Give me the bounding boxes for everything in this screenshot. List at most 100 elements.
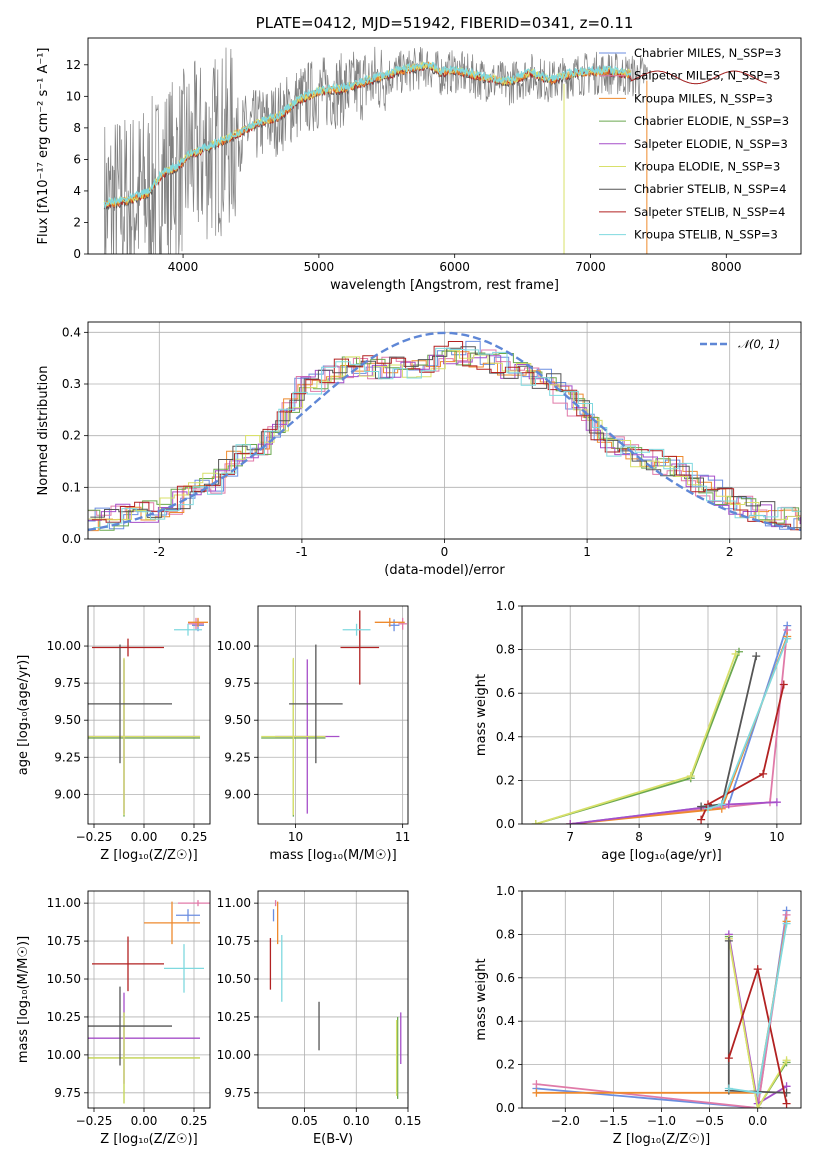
chart-mass_vs_EBV: 0.05 0.10 0.15 9.75 10.00 10.25 10.50 10.75 11.0… xyxy=(217,890,421,1147)
y-axis-label: Normed distribution xyxy=(36,366,51,496)
x-tick-label: 7000 xyxy=(575,260,606,274)
y-tick-label: 0.6 xyxy=(496,971,515,985)
y-tick-label: 0.4 xyxy=(496,730,515,744)
x-tick-label: −2.0 xyxy=(551,1114,580,1128)
weight-marker-salpeter_stelib xyxy=(759,769,768,778)
y-tick-label: 9.00 xyxy=(54,787,81,801)
y-tick-label: 9.25 xyxy=(224,750,251,764)
axes-frame xyxy=(257,605,409,825)
y-tick-label: 0 xyxy=(73,247,81,261)
x-tick-label: −0.25 xyxy=(76,830,113,844)
plot-area xyxy=(531,621,792,824)
histogram-chabrier_elodie xyxy=(88,350,801,531)
y-tick-label: 0.4 xyxy=(496,1014,515,1028)
y-tick-label: 1.0 xyxy=(496,599,515,613)
y-tick-label: 6 xyxy=(73,152,81,166)
y-tick-label: 0.6 xyxy=(496,686,515,700)
x-tick-label: -2 xyxy=(153,545,165,559)
chart-mass_weight_vs_Z: −2.0 −1.5 −1.0 −0.5 0.0 0.0 0.2 0.4 0.6 0.8 1.0 Z [… xyxy=(474,884,802,1147)
legend-label: Chabrier ELODIE, N_SSP=3 xyxy=(634,114,789,128)
y-tick-label: 0.1 xyxy=(62,480,81,494)
y-tick-label: 10.75 xyxy=(47,934,81,948)
x-tick-label: 6000 xyxy=(439,260,470,274)
x-tick-label: 11 xyxy=(395,830,410,844)
x-tick-label: 4000 xyxy=(168,260,199,274)
weight-marker-salpeter_stelib xyxy=(782,1099,791,1108)
axes-frame xyxy=(521,890,802,1109)
y-tick-label: 9.00 xyxy=(224,787,251,801)
y-tick-label: 9.75 xyxy=(224,1086,251,1100)
y-tick-label: 0.8 xyxy=(496,927,515,941)
y-tick-label: 10.00 xyxy=(217,1048,251,1062)
x-axis-label: E(B-V) xyxy=(313,1132,353,1147)
chart-title: PLATE=0412, MJD=51942, FIBERID=0341, z=0… xyxy=(256,14,634,32)
x-tick-label: 10 xyxy=(288,830,303,844)
plot-area xyxy=(103,46,767,254)
x-tick-label: -1 xyxy=(296,545,308,559)
y-tick-label: 9.75 xyxy=(224,676,251,690)
weight-line-salpeter_stelib xyxy=(700,684,785,820)
weight-marker-salpeter_miles xyxy=(532,1080,541,1089)
y-tick-label: 11.00 xyxy=(217,896,251,910)
weight-marker-salpeter_elodie xyxy=(724,800,733,809)
plot-area xyxy=(532,906,791,1108)
gaussian-curve xyxy=(88,331,801,532)
y-tick-label: 10.25 xyxy=(47,1010,81,1024)
x-tick-label: 9 xyxy=(704,830,712,844)
y-tick-label: 10.25 xyxy=(217,1010,251,1024)
y-tick-label: 8 xyxy=(73,121,81,135)
axes-frame xyxy=(87,605,211,825)
legend-label: Kroupa STELIB, N_SSP=3 xyxy=(634,228,778,242)
legend-label: Chabrier MILES, N_SSP=3 xyxy=(634,46,781,60)
x-axis-label: Z [log₁₀(Z/Z☉)] xyxy=(100,1132,197,1147)
weight-line-chabrier_elodie xyxy=(535,651,740,824)
y-tick-label: 0.4 xyxy=(62,325,81,339)
plot-area xyxy=(88,900,210,1104)
y-tick-label: 10.00 xyxy=(217,639,251,653)
y-tick-label: 9.75 xyxy=(54,676,81,690)
y-tick-label: 10.50 xyxy=(217,972,251,986)
y-tick-label: 0.0 xyxy=(496,1101,515,1115)
plot-area xyxy=(88,617,208,817)
legend-label: Salpeter STELIB, N_SSP=4 xyxy=(634,205,785,219)
x-axis-label: Z [log₁₀(Z/Z☉)] xyxy=(613,1132,710,1147)
weight-marker-salpeter_stelib xyxy=(779,680,788,689)
x-tick-label: 0.25 xyxy=(181,830,208,844)
y-tick-label: 10.50 xyxy=(47,972,81,986)
y-tick-label: 11.00 xyxy=(47,896,81,910)
chart-residuals: -2 -1 0 1 2 0.0 0.1 0.2 0.3 0.4 (data-model)/error… xyxy=(36,321,802,578)
weight-marker-salpeter_elodie xyxy=(566,820,575,824)
y-tick-label: 10 xyxy=(66,89,81,103)
model-spectrum-kroupa_stelib xyxy=(103,61,632,209)
y-tick-label: 4 xyxy=(73,184,81,198)
weight-marker-kroupa_elodie xyxy=(531,820,540,824)
x-tick-label: 0.00 xyxy=(131,1114,158,1128)
axes-frame xyxy=(87,890,211,1109)
axes-frame xyxy=(521,605,802,825)
y-axis-label: mass weight xyxy=(474,674,489,756)
histogram-kroupa_elodie xyxy=(88,349,801,522)
x-tick-label: 0.05 xyxy=(291,1114,318,1128)
x-tick-label: 1 xyxy=(583,545,591,559)
y-tick-label: 9.25 xyxy=(54,750,81,764)
weight-marker-chabrier_stelib xyxy=(697,802,706,811)
x-tick-label: 8000 xyxy=(711,260,742,274)
legend-label: Salpeter ELODIE, N_SSP=3 xyxy=(634,137,788,151)
chart-mass_vs_Z: −0.25 0.00 0.25 9.75 10.00 10.25 10.50 10.75 11.… xyxy=(16,890,211,1147)
x-tick-label: −1.5 xyxy=(599,1114,628,1128)
weight-line-chabrier_miles xyxy=(570,625,789,824)
plot-area xyxy=(88,331,801,532)
weight-marker-kroupa_stelib xyxy=(704,804,712,813)
histogram-chabrier_miles xyxy=(88,340,801,530)
y-tick-label: 0.0 xyxy=(496,817,515,831)
y-tick-label: 0.2 xyxy=(496,1058,515,1072)
histogram-kroupa_stelib xyxy=(93,347,801,529)
y-tick-label: 0.8 xyxy=(496,643,515,657)
weight-marker-kroupa_elodie xyxy=(782,1056,791,1065)
y-axis-label: Flux [fλ10⁻¹⁷ erg cm⁻² s⁻¹ A⁻¹] xyxy=(36,48,51,245)
weight-marker-kroupa_stelib xyxy=(782,919,791,928)
y-tick-label: 0.3 xyxy=(62,377,81,391)
x-axis-label: wavelength [Angstrom, rest frame] xyxy=(330,278,559,293)
plot-area xyxy=(261,610,407,817)
axes-frame xyxy=(87,321,802,540)
